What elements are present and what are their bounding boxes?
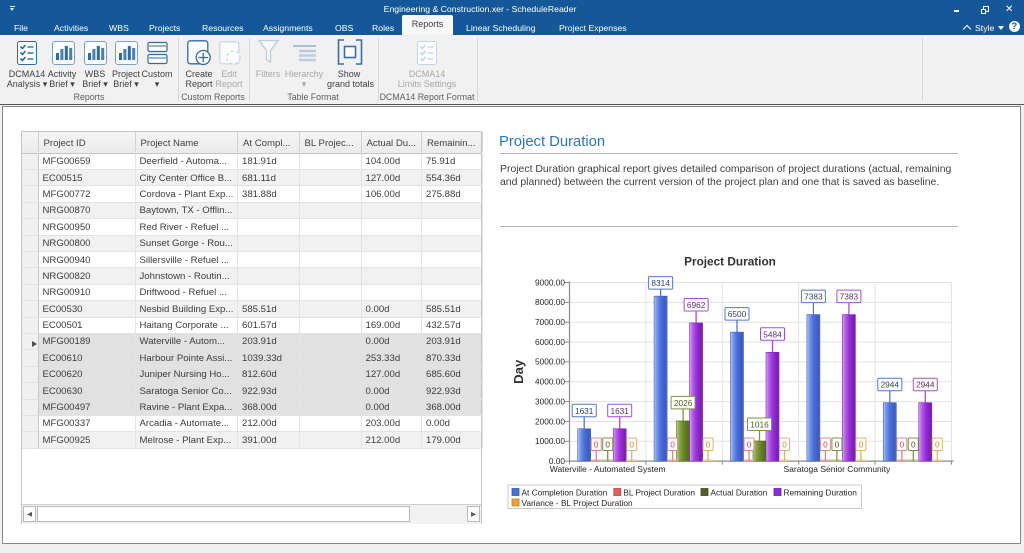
svg-text:At Completion Duration: At Completion Duration bbox=[522, 488, 608, 498]
svg-text:3000.00: 3000.00 bbox=[535, 396, 565, 406]
svg-text:7383: 7383 bbox=[804, 292, 823, 302]
svg-text:BL Project Duration: BL Project Duration bbox=[623, 488, 695, 498]
svg-text:1631: 1631 bbox=[610, 406, 629, 416]
svg-text:8314: 8314 bbox=[651, 278, 670, 288]
svg-text:0.00: 0.00 bbox=[549, 456, 566, 466]
svg-text:4000.00: 4000.00 bbox=[535, 377, 565, 387]
svg-text:1631: 1631 bbox=[575, 406, 594, 416]
svg-text:Day: Day bbox=[511, 359, 526, 384]
svg-text:7383: 7383 bbox=[840, 292, 859, 302]
svg-text:1016: 1016 bbox=[750, 419, 769, 429]
svg-text:2000.00: 2000.00 bbox=[535, 416, 565, 426]
svg-text:0: 0 bbox=[747, 440, 752, 450]
svg-text:0: 0 bbox=[835, 440, 840, 450]
svg-text:0: 0 bbox=[823, 440, 828, 450]
svg-text:0: 0 bbox=[911, 440, 916, 450]
svg-text:2026: 2026 bbox=[674, 398, 693, 408]
svg-text:0: 0 bbox=[899, 440, 904, 450]
svg-text:9000.00: 9000.00 bbox=[535, 277, 565, 287]
svg-text:Remaining Duration: Remaining Duration bbox=[784, 488, 858, 498]
svg-text:6000.00: 6000.00 bbox=[535, 337, 565, 347]
svg-text:Variance - BL Project Duration: Variance - BL Project Duration bbox=[522, 498, 634, 508]
svg-text:0: 0 bbox=[594, 440, 599, 450]
svg-text:0: 0 bbox=[782, 440, 787, 450]
svg-text:Saratoga Senior Community: Saratoga Senior Community bbox=[784, 464, 892, 474]
svg-text:Waterville - Automated System: Waterville - Automated System bbox=[550, 464, 666, 474]
svg-text:6500: 6500 bbox=[728, 309, 747, 319]
svg-text:0: 0 bbox=[670, 440, 675, 450]
svg-text:1000.00: 1000.00 bbox=[535, 436, 565, 446]
svg-text:2944: 2944 bbox=[916, 380, 935, 390]
svg-text:7000.00: 7000.00 bbox=[535, 317, 565, 327]
svg-text:0: 0 bbox=[859, 440, 864, 450]
svg-text:0: 0 bbox=[605, 440, 610, 450]
svg-text:Project Duration: Project Duration bbox=[684, 255, 776, 269]
svg-text:0: 0 bbox=[706, 440, 711, 450]
svg-text:8000.00: 8000.00 bbox=[535, 297, 565, 307]
svg-text:Actual Duration: Actual Duration bbox=[711, 488, 768, 498]
svg-text:2944: 2944 bbox=[881, 380, 900, 390]
svg-text:5000.00: 5000.00 bbox=[535, 357, 565, 367]
svg-text:0: 0 bbox=[935, 440, 940, 450]
svg-text:5484: 5484 bbox=[763, 329, 782, 339]
svg-text:0: 0 bbox=[629, 440, 634, 450]
svg-text:6962: 6962 bbox=[687, 300, 706, 310]
